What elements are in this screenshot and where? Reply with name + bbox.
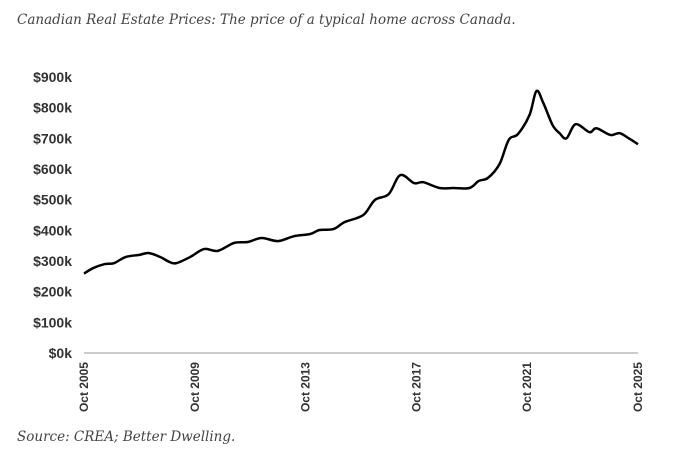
y-tick-label: $300k	[33, 253, 72, 269]
y-tick-label: $200k	[33, 284, 72, 300]
y-tick-label: $900k	[33, 69, 72, 85]
y-tick-label: $800k	[33, 100, 72, 116]
x-tick-label: Oct 2009	[188, 362, 202, 412]
x-tick-label: Oct 2017	[409, 362, 423, 412]
y-tick-label: $600k	[33, 161, 72, 177]
y-tick-label: $400k	[33, 222, 72, 238]
y-tick-label: $500k	[33, 192, 72, 208]
x-tick-label: Oct 2021	[520, 362, 534, 412]
chart-source: Source: CREA; Better Dwelling.	[17, 429, 236, 445]
x-tick-label: Oct 2005	[77, 362, 91, 412]
y-tick-label: $0k	[49, 345, 73, 361]
x-tick-label: Oct 2013	[299, 362, 313, 412]
y-tick-label: $100k	[33, 314, 72, 330]
x-tick-label: Oct 2025	[631, 362, 645, 412]
y-tick-label: $700k	[33, 130, 72, 146]
price-line	[83, 89, 639, 275]
chart-title: Canadian Real Estate Prices: The price o…	[17, 12, 516, 28]
